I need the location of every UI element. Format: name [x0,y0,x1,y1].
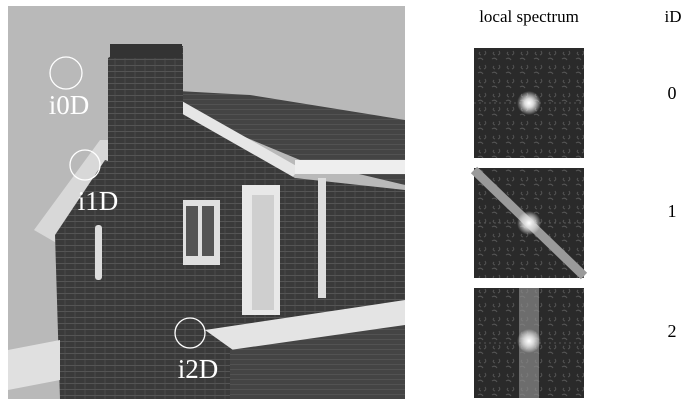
house-photo [8,6,405,399]
id-value: 0 [668,83,677,103]
id-value: 2 [668,321,677,341]
figure: i0D i1D i2D local spectrum iD 0 1 2 [0,0,688,399]
spectrum-patch [474,168,584,278]
id-value: 1 [668,201,677,221]
spectrum-patch [474,288,584,398]
column-header: iD [665,7,682,26]
page: i0D i1D i2D local spectrum iD 0 1 2 (() … [0,0,688,399]
column-header: local spectrum [479,7,579,26]
spectrum-patch [474,48,584,158]
marker-label: i1D [78,186,119,216]
marker-label: i2D [178,354,219,384]
marker-label: i0D [49,90,90,120]
